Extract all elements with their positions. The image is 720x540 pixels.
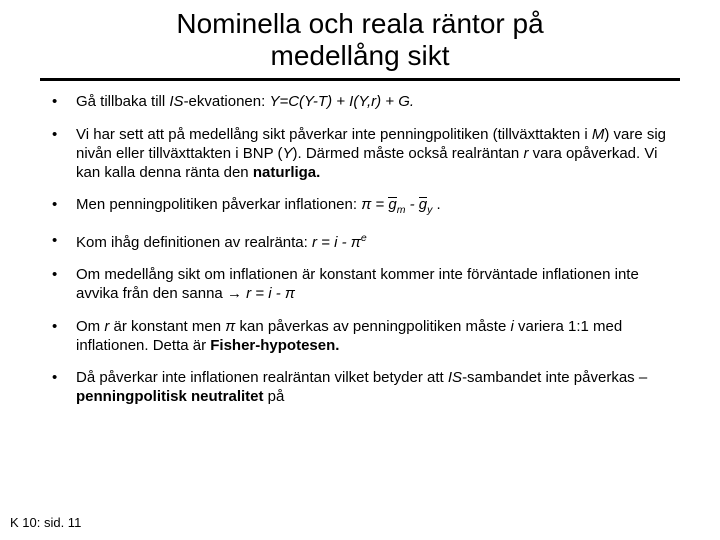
b3-a: Men penningpolitiken påverkar inflatione… [76,196,361,213]
title-rule [40,78,680,81]
b6-f: Fisher-hypotesen. [210,337,339,354]
b6-a: Om [76,318,104,335]
b3-gm-g: g [388,196,396,213]
b3-gy-g: g [419,196,427,213]
b4-a: Kom ihåg definitionen av realränta: [76,234,312,251]
b3-pi: π [361,196,371,213]
bullet-6: Om r är konstant men π kan påverkas av p… [48,318,680,356]
slide-title: Nominella och reala räntor på medellång … [40,8,680,72]
b3-gm: g [388,196,396,215]
b1-pre: Gå tillbaka till [76,93,169,110]
b3-minus: - [405,196,418,213]
slide: Nominella och reala räntor på medellång … [0,0,720,540]
b5-a: Om medellång sikt om inflationen är kons… [76,266,639,302]
b6-pi: π [225,318,235,335]
bullet-1: Gå tillbaka till IS-ekvationen: Y=C(Y-T)… [48,93,680,112]
b1-is: IS [169,93,183,110]
title-line-2: medellång sikt [271,40,450,71]
b7-c: på [264,388,285,405]
footer-text: K 10: sid. 11 [10,515,81,530]
b7-bold: penningpolitisk neutralitet [76,388,264,405]
b5-arrow: → [227,285,242,302]
bullet-2: Vi har sett att på medellång sikt påverk… [48,126,680,182]
b2-y: Y [282,145,292,162]
bullet-list: Gå tillbaka till IS-ekvationen: Y=C(Y-T)… [48,93,680,406]
b6-b: är konstant men [109,318,225,335]
b7-b: -sambandet inte påverkas – [462,369,647,386]
b3-gy: g [419,196,427,215]
b7-is: IS [448,369,462,386]
bullet-3: Men penningpolitiken påverkar inflatione… [48,196,680,217]
b4-e: e [361,232,367,244]
b3-dot: . [432,196,440,213]
b6-c: kan påverkas av penningpolitiken måste [235,318,510,335]
bullet-5: Om medellång sikt om inflationen är kons… [48,266,680,304]
b2-a: Vi har sett att på medellång sikt påverk… [76,126,592,143]
b4-pi: π [351,234,361,251]
b4-eq-l: r = i - [312,234,351,251]
b5-eq: r = i - π [242,285,295,302]
b7-a: Då påverkar inte inflationen realräntan … [76,369,448,386]
b1-eq: Y=C(Y-T) + I(Y,r) + G. [269,93,414,110]
b2-nat: naturliga. [253,164,321,181]
b2-c: ). Därmed måste också realräntan [293,145,524,162]
title-line-1: Nominella och reala räntor på [176,8,543,39]
b2-m: M [592,126,605,143]
b3-eq: = [371,196,388,213]
bullet-7: Då påverkar inte inflationen realräntan … [48,369,680,407]
b1-mid: -ekvationen: [184,93,270,110]
bullet-4: Kom ihåg definitionen av realränta: r = … [48,232,680,253]
